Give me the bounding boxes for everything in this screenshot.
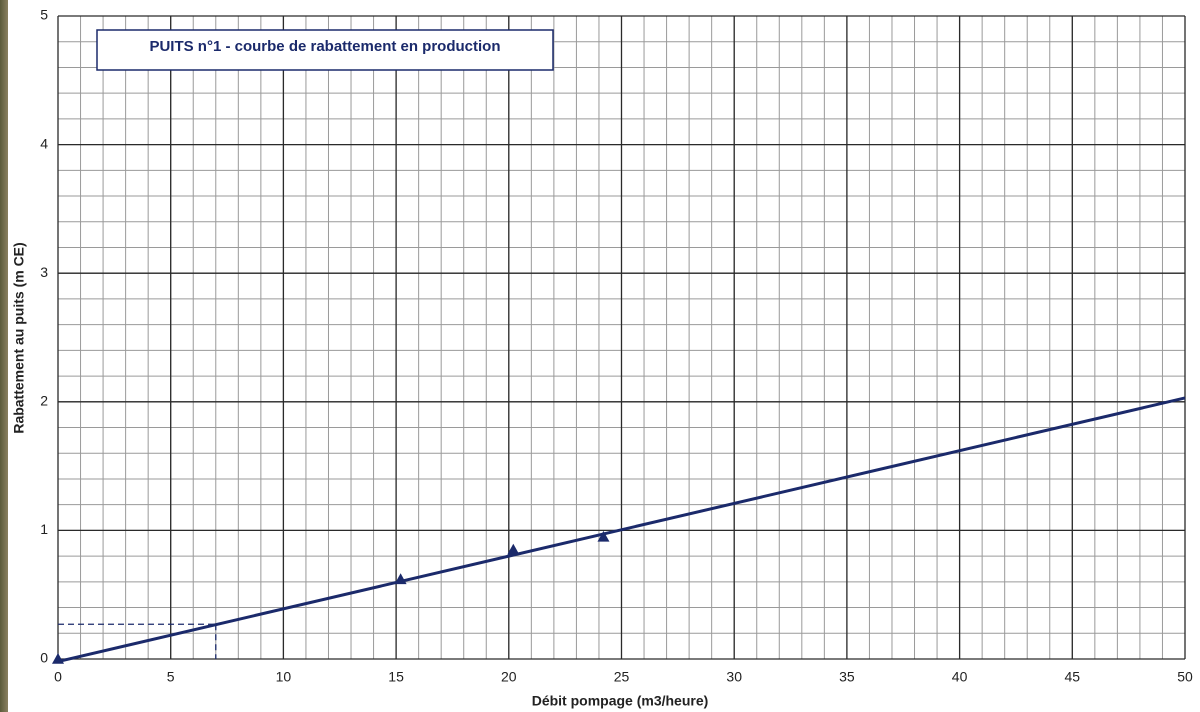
y-tick-label: 0	[40, 650, 48, 666]
x-tick-label: 0	[54, 669, 62, 685]
x-tick-label: 35	[839, 669, 855, 685]
y-tick-label: 2	[40, 393, 48, 409]
x-tick-label: 45	[1065, 669, 1081, 685]
x-tick-label: 25	[614, 669, 630, 685]
photo-edge	[0, 0, 8, 712]
x-axis-label: Débit pompage (m3/heure)	[532, 693, 709, 709]
y-tick-label: 4	[40, 135, 48, 151]
y-tick-label: 3	[40, 264, 48, 280]
x-tick-label: 10	[276, 669, 292, 685]
x-tick-label: 40	[952, 669, 968, 685]
y-tick-label: 1	[40, 521, 48, 537]
chart-title: PUITS n°1 - courbe de rabattement en pro…	[149, 38, 500, 55]
y-axis-label: Rabattement au puits (m CE)	[11, 242, 27, 433]
chart: 05101520253035404550012345 PUITS n°1 - c…	[0, 0, 1200, 712]
x-tick-label: 20	[501, 669, 517, 685]
x-tick-label: 30	[726, 669, 742, 685]
x-tick-label: 50	[1177, 669, 1193, 685]
x-tick-label: 15	[388, 669, 404, 685]
x-tick-label: 5	[167, 669, 175, 685]
y-tick-label: 5	[40, 7, 48, 23]
